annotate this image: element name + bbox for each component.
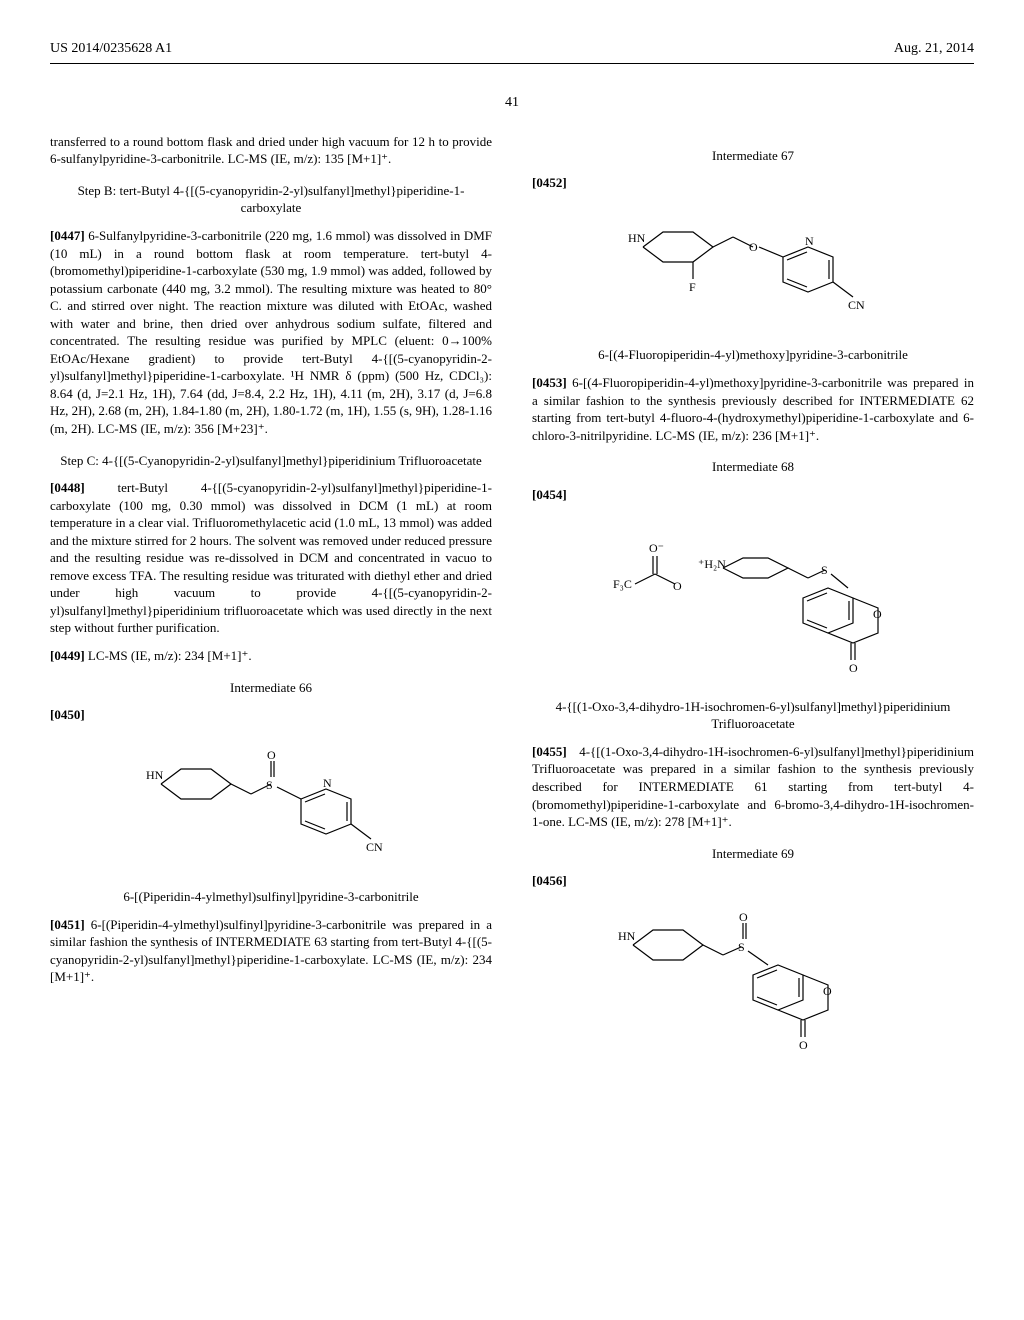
svg-text:F: F — [689, 280, 696, 294]
svg-text:N: N — [323, 776, 332, 790]
para-num-0455: [0455] — [532, 744, 567, 759]
structure-intermediate-69: HN S O — [532, 905, 974, 1060]
para-0451: [0451] 6-[(Piperidin-4-ylmethyl)sulfinyl… — [50, 916, 492, 986]
structure-intermediate-66: HN S O N — [50, 739, 492, 874]
svg-text:O: O — [673, 579, 682, 593]
svg-text:HN: HN — [146, 768, 164, 782]
para-0453: [0453] 6-[(4-Fluoropiperidin-4-yl)methox… — [532, 374, 974, 444]
intermediate-66-name: 6-[(Piperidin-4-ylmethyl)sulfinyl]pyridi… — [50, 888, 492, 906]
para-num-0456: [0456] — [532, 873, 567, 888]
header-left: US 2014/0235628 A1 — [50, 40, 172, 59]
svg-text:O: O — [749, 240, 758, 254]
intermediate-67-title: Intermediate 67 — [532, 147, 974, 165]
intermediate-68-title: Intermediate 68 — [532, 458, 974, 476]
svg-text:O: O — [267, 748, 276, 762]
para-0450: [0450] — [50, 706, 492, 724]
left-column: transferred to a round bottom flask and … — [50, 133, 492, 1074]
svg-text:⁺H₂N: ⁺H₂N — [698, 557, 726, 571]
para-0454: [0454] — [532, 486, 974, 504]
intermediate-67-name: 6-[(4-Fluoropiperidin-4-yl)methoxy]pyrid… — [532, 346, 974, 364]
svg-text:CN: CN — [848, 298, 865, 312]
intermediate-66-title: Intermediate 66 — [50, 679, 492, 697]
para-num-0450: [0450] — [50, 707, 85, 722]
svg-text:CN: CN — [366, 840, 383, 854]
para-num-0451: [0451] — [50, 917, 85, 932]
para-0448: [0448] tert-Butyl 4-{[(5-cyanopyridin-2-… — [50, 479, 492, 637]
header-right: Aug. 21, 2014 — [894, 40, 974, 59]
para-0451-text: 6-[(Piperidin-4-ylmethyl)sulfinyl]pyridi… — [50, 917, 492, 985]
para-num-0449: [0449] — [50, 648, 85, 663]
two-column-layout: transferred to a round bottom flask and … — [50, 133, 974, 1074]
step-b-title: Step B: tert-Butyl 4-{[(5-cyanopyridin-2… — [50, 182, 492, 217]
para-0448-text: tert-Butyl 4-{[(5-cyanopyridin-2-yl)sulf… — [50, 480, 492, 635]
para-num-0448: [0448] — [50, 480, 85, 495]
svg-text:O: O — [849, 661, 858, 675]
svg-text:HN: HN — [628, 231, 646, 245]
intermediate-69-title: Intermediate 69 — [532, 845, 974, 863]
para-0449: [0449] LC-MS (IE, m/z): 234 [M+1]⁺. — [50, 647, 492, 665]
para-0456: [0456] — [532, 872, 974, 890]
svg-text:S: S — [821, 563, 828, 577]
svg-text:O: O — [739, 910, 748, 924]
svg-text:S: S — [266, 778, 273, 792]
para-num-0452: [0452] — [532, 175, 567, 190]
svg-text:F₃C: F₃C — [613, 577, 632, 591]
svg-text:S: S — [738, 940, 745, 954]
para-0449-text: LC-MS (IE, m/z): 234 [M+1]⁺. — [88, 648, 252, 663]
intermediate-68-name: 4-{[(1-Oxo-3,4-dihydro-1H-isochromen-6-y… — [532, 698, 974, 733]
step-c-title: Step C: 4-{[(5-Cyanopyridin-2-yl)sulfany… — [50, 452, 492, 470]
para-0455-text: 4-{[(1-Oxo-3,4-dihydro-1H-isochromen-6-y… — [532, 744, 974, 829]
svg-text:N: N — [805, 234, 814, 248]
svg-text:O: O — [873, 607, 882, 621]
structure-intermediate-67: HN F O N CN — [532, 207, 974, 332]
para-num-0453: [0453] — [532, 375, 567, 390]
svg-text:HN: HN — [618, 929, 636, 943]
svg-text:O: O — [823, 984, 832, 998]
para-0446-end: transferred to a round bottom flask and … — [50, 133, 492, 168]
page-number: 41 — [50, 94, 974, 113]
svg-text:O⁻: O⁻ — [649, 541, 664, 555]
right-column: Intermediate 67 [0452] HN F O — [532, 133, 974, 1074]
page-header: US 2014/0235628 A1 Aug. 21, 2014 — [50, 40, 974, 64]
para-num-0454: [0454] — [532, 487, 567, 502]
svg-text:O: O — [799, 1038, 808, 1052]
para-0447: [0447] 6-Sulfanylpyridine-3-carbonitrile… — [50, 227, 492, 438]
para-0455: [0455] 4-{[(1-Oxo-3,4-dihydro-1H-isochro… — [532, 743, 974, 831]
structure-intermediate-68: F₃C O O⁻ ⁺H₂N S — [532, 518, 974, 683]
para-0447-text: 6-Sulfanylpyridine-3-carbonitrile (220 m… — [50, 228, 492, 436]
para-0453-text: 6-[(4-Fluoropiperidin-4-yl)methoxy]pyrid… — [532, 375, 974, 443]
para-num-0447: [0447] — [50, 228, 85, 243]
para-0452: [0452] — [532, 174, 974, 192]
